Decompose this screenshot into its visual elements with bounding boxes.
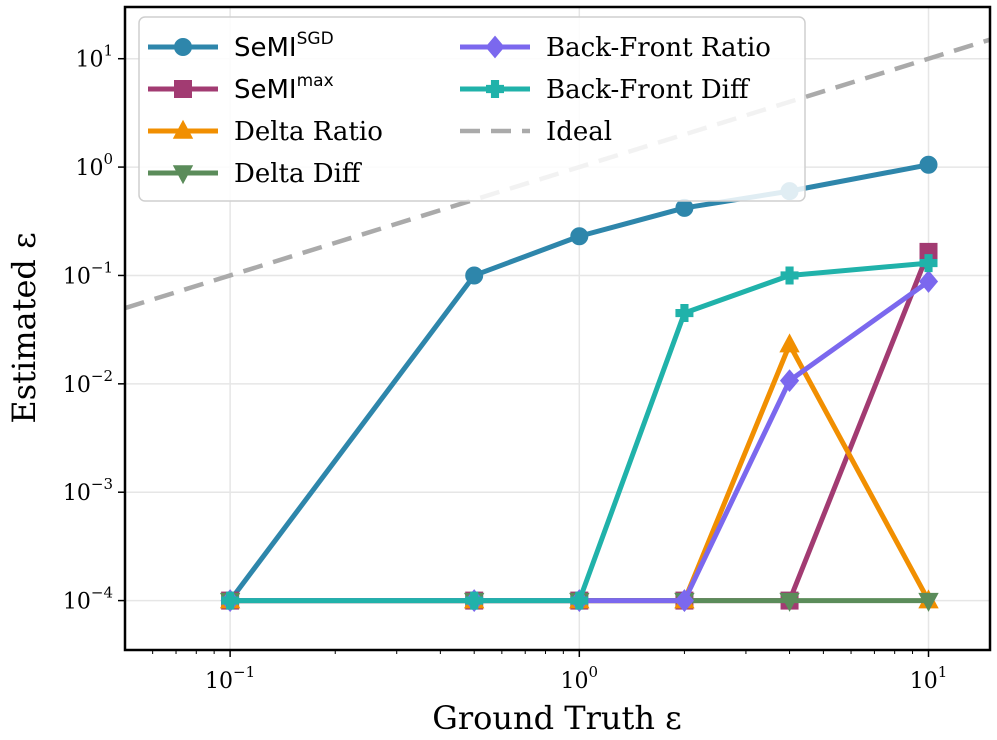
legend-item: SeMImax — [148, 71, 334, 105]
data-point — [570, 227, 589, 246]
data-point — [674, 589, 695, 612]
data-point — [779, 333, 800, 353]
data-point — [570, 591, 589, 610]
legend-label: Ideal — [546, 117, 612, 147]
data-point — [918, 270, 939, 293]
legend-marker — [485, 35, 505, 59]
data-point — [919, 155, 938, 174]
legend-marker — [486, 80, 504, 98]
legend-item: Back-Front Ratio — [460, 33, 771, 63]
plot-frame — [123, 5, 992, 652]
y-tick-label: 101 — [75, 42, 113, 73]
y-tick-label: 10−4 — [63, 584, 113, 615]
data-point — [465, 591, 484, 610]
x-tick-label: 100 — [561, 663, 599, 694]
legend-label: SeMImax — [234, 71, 334, 105]
legend-item: Back-Front Diff — [460, 75, 751, 105]
legend-label: Back-Front Diff — [546, 75, 751, 105]
series-back-front-diff — [221, 254, 938, 610]
y-tick-label: 100 — [75, 150, 113, 181]
data-point — [918, 592, 939, 612]
ticks: 10−1 100 101 10−4 10−3 10−2 10−1 100 101 — [63, 42, 947, 694]
legend-item: Ideal — [460, 117, 612, 147]
series-line — [227, 260, 932, 604]
data-point — [675, 198, 694, 217]
y-tick-label: 10−1 — [63, 258, 113, 289]
legend-label: Delta Ratio — [234, 117, 383, 147]
legend-item: Delta Diff — [148, 159, 363, 189]
data-point — [465, 266, 484, 285]
legend: SeMISGD SeMImax Delta Ratio Delta Diff Back-… — [138, 16, 806, 202]
legend-box — [138, 16, 806, 202]
data-point — [780, 266, 799, 285]
data-point — [779, 592, 800, 612]
y-tick-label: 10−2 — [63, 367, 113, 398]
y-axis-title: Estimated ε — [5, 232, 43, 423]
legend-item: Delta Ratio — [148, 117, 383, 147]
x-tick-label: 101 — [910, 663, 948, 694]
series-layer — [125, 37, 990, 612]
x-axis-title: Ground Truth ε — [432, 699, 681, 737]
data-point — [779, 369, 800, 393]
legend-label: SeMISGD — [234, 29, 334, 63]
data-point — [221, 591, 240, 610]
legend-marker — [174, 80, 192, 98]
legend-marker — [172, 165, 194, 185]
data-point — [675, 304, 694, 323]
x-tick-label: 10−1 — [205, 663, 255, 694]
legend-marker — [172, 119, 194, 139]
legend-label: Back-Front Ratio — [546, 33, 771, 63]
y-tick-label: 10−3 — [63, 475, 113, 506]
legend-item: SeMISGD — [148, 29, 334, 63]
legend-marker — [174, 38, 192, 56]
series-line — [227, 162, 932, 604]
legend-label: Delta Diff — [234, 159, 363, 189]
data-point — [919, 254, 938, 273]
